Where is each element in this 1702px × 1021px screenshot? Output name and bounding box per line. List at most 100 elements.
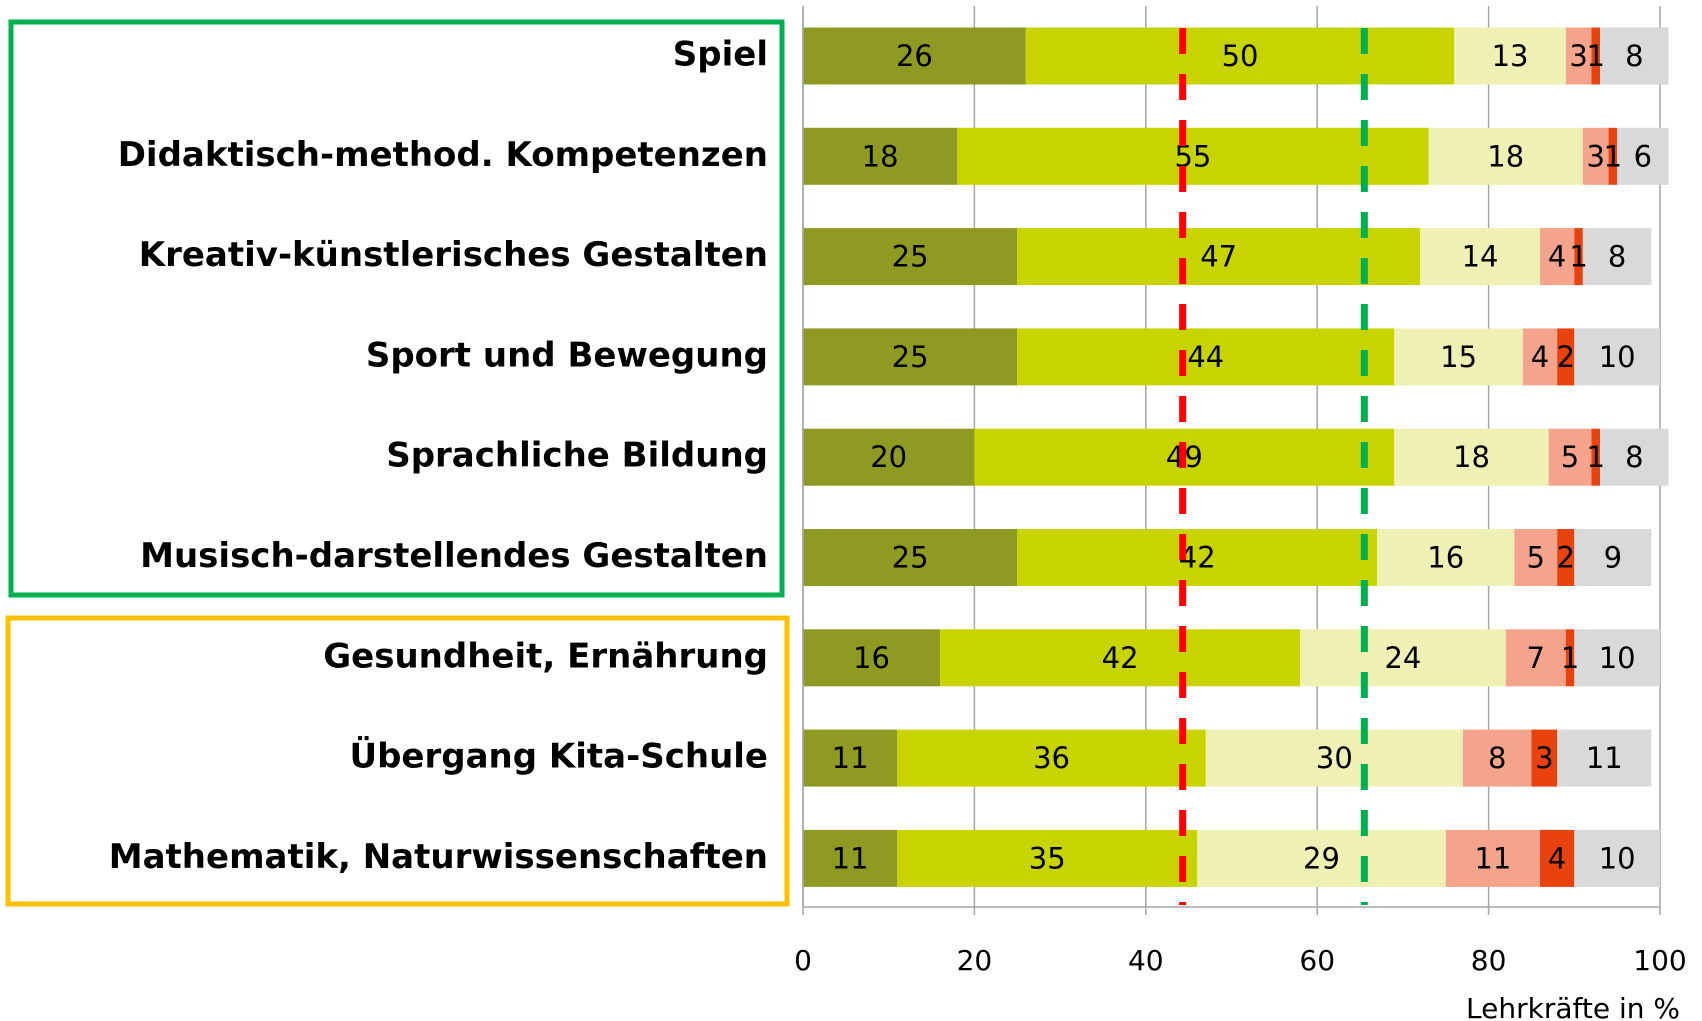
data-label: 18 — [862, 139, 899, 173]
data-label: 1 — [1604, 139, 1622, 173]
bar-segment — [1377, 529, 1515, 586]
data-label: 42 — [1102, 641, 1139, 675]
data-label: 1 — [1561, 641, 1579, 675]
bar-segment — [1025, 27, 1455, 85]
data-label: 11 — [1474, 841, 1511, 875]
bar-segment — [1531, 729, 1558, 787]
bar-segment — [957, 127, 1429, 185]
bar-segment — [1608, 127, 1618, 185]
x-tick-label: 20 — [957, 944, 993, 977]
data-label: 4 — [1548, 841, 1566, 875]
data-label: 20 — [870, 440, 907, 474]
bar-segment — [1017, 529, 1378, 586]
bar-segment — [1445, 829, 1541, 887]
bar-segment — [1574, 228, 1583, 286]
data-label: 15 — [1440, 340, 1477, 374]
bar-segment — [1505, 629, 1566, 687]
data-label: 2 — [1557, 541, 1575, 575]
data-label: 25 — [892, 240, 929, 274]
bar-segment — [803, 328, 1018, 386]
category-label: Sprachliche Bildung — [386, 436, 768, 476]
data-label: 8 — [1608, 240, 1626, 274]
group-box-green — [8, 19, 785, 598]
bar-segment — [1600, 428, 1669, 486]
bar-segment — [803, 629, 941, 687]
data-label: 6 — [1634, 139, 1652, 173]
bar-segment — [1522, 328, 1558, 386]
data-label: 9 — [1604, 541, 1622, 575]
x-tick-label: 80 — [1471, 944, 1507, 977]
bar-segment — [803, 228, 1018, 286]
bar-segment — [803, 428, 975, 486]
bar-segment — [803, 729, 898, 787]
data-label: 4 — [1531, 340, 1549, 374]
x-tick-label: 40 — [1128, 944, 1164, 977]
data-label: 26 — [896, 39, 933, 73]
bar-segment — [1582, 228, 1652, 286]
data-label: 4 — [1548, 240, 1566, 274]
bar-segment — [803, 829, 898, 887]
data-label: 29 — [1303, 841, 1340, 875]
x-tick-label: 0 — [794, 944, 812, 977]
data-label: 10 — [1599, 340, 1636, 374]
bar-segment — [1557, 729, 1652, 787]
bar-segment — [1574, 629, 1660, 687]
bar-segment — [1617, 127, 1669, 185]
data-label: 18 — [1487, 139, 1524, 173]
bar-segment — [1420, 228, 1541, 286]
data-label: 11 — [832, 841, 869, 875]
bar-segment — [897, 729, 1206, 787]
data-label: 10 — [1599, 641, 1636, 675]
bar-segment — [1300, 629, 1506, 687]
bar-segment — [940, 629, 1301, 687]
data-label: 3 — [1569, 39, 1587, 73]
x-axis-title: Lehrkräfte in % — [1466, 992, 1680, 1021]
bar-segment — [1514, 529, 1558, 586]
data-label: 3 — [1586, 139, 1604, 173]
data-label: 30 — [1316, 741, 1353, 775]
data-label: 2 — [1557, 340, 1575, 374]
bar-segment — [897, 829, 1198, 887]
bar-segment — [1565, 629, 1575, 687]
data-label: 5 — [1561, 440, 1579, 474]
bar-segment — [1565, 27, 1592, 85]
category-label: Kreativ-künstlerisches Gestalten — [139, 235, 768, 275]
x-tick-label: 60 — [1299, 944, 1335, 977]
data-label: 18 — [1453, 440, 1490, 474]
group-box-orange — [5, 615, 790, 907]
data-label: 25 — [892, 541, 929, 575]
bar-segment — [1017, 228, 1421, 286]
x-tick-label: 100 — [1633, 944, 1686, 977]
data-label: 36 — [1033, 741, 1070, 775]
data-label: 44 — [1187, 340, 1224, 374]
bar-segment — [1582, 127, 1609, 185]
category-label: Übergang Kita-Schule — [349, 736, 768, 777]
bar-segment — [1428, 127, 1583, 185]
bar-segment — [1394, 428, 1549, 486]
category-label: Mathematik, Naturwissenschaften — [109, 837, 768, 877]
bar-segment — [803, 529, 1018, 586]
bar-segment — [1557, 529, 1575, 586]
data-label: 16 — [1427, 541, 1464, 575]
bar-segment — [1540, 228, 1575, 286]
data-label: 11 — [832, 741, 869, 775]
bar-segment — [1574, 328, 1660, 386]
bar-segment — [1454, 27, 1566, 85]
data-label: 8 — [1625, 39, 1643, 73]
data-label: 1 — [1586, 39, 1604, 73]
bar-segment — [1600, 27, 1669, 85]
bar-segment — [1462, 729, 1532, 787]
bar-segment — [803, 127, 958, 185]
data-label: 7 — [1527, 641, 1545, 675]
bar-segment — [1557, 328, 1575, 386]
category-label: Sport und Bewegung — [366, 335, 768, 375]
data-label: 10 — [1599, 841, 1636, 875]
data-label: 14 — [1462, 240, 1499, 274]
data-label: 16 — [853, 641, 890, 675]
data-label: 8 — [1488, 741, 1506, 775]
data-label: 25 — [892, 340, 929, 374]
bar-segment — [803, 27, 1026, 85]
data-label: 47 — [1200, 240, 1237, 274]
data-label: 50 — [1222, 39, 1259, 73]
